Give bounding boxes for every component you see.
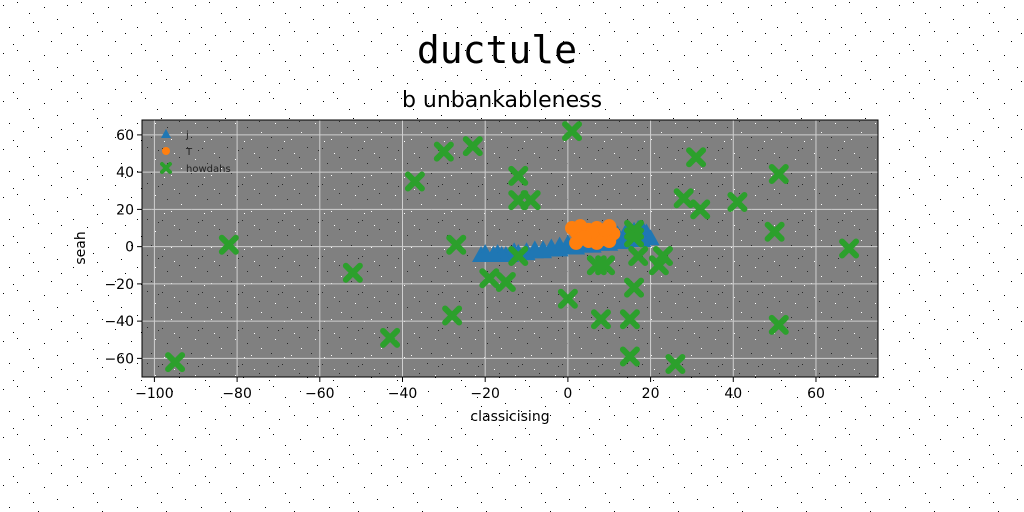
- x-point: [665, 353, 686, 374]
- x-tick-label: 40: [724, 386, 742, 402]
- series-2: [165, 121, 860, 374]
- x-point: [479, 268, 500, 289]
- x-tick-label: 20: [642, 386, 660, 402]
- x-point: [648, 255, 669, 276]
- x-tick-label: −60: [305, 386, 335, 402]
- x-point: [433, 141, 454, 162]
- y-tick-label: 40: [116, 165, 134, 181]
- legend-marker: [161, 129, 171, 138]
- chart-title: ductule: [417, 28, 577, 72]
- x-point: [839, 238, 860, 259]
- triangle-point: [476, 245, 495, 262]
- x-point: [495, 272, 516, 293]
- y-tick-label: 20: [116, 202, 134, 218]
- axes: −100 −80 −60 −40 −20 0 20 40 60 −60 −40 −20 0 20 40 60: [104, 119, 879, 402]
- x-point: [764, 221, 785, 242]
- x-point: [562, 121, 583, 142]
- y-tick-label: −60: [104, 351, 134, 367]
- x-point: [218, 234, 239, 255]
- x-point: [342, 262, 363, 283]
- x-point: [624, 277, 645, 298]
- x-point: [520, 190, 541, 211]
- x-point: [586, 255, 607, 276]
- legend-label: howdahs: [186, 164, 231, 175]
- x-point: [404, 171, 425, 192]
- x-axis-label: classicising: [470, 409, 549, 425]
- x-point: [624, 227, 645, 248]
- x-point: [462, 136, 483, 157]
- x-tick-label: 0: [563, 386, 572, 402]
- chart-subtitle: b unbankableness: [402, 88, 602, 113]
- y-tick-label: 60: [116, 128, 134, 144]
- data-marks: [165, 121, 860, 374]
- x-point: [768, 164, 789, 185]
- y-axis-label: seah: [73, 231, 89, 264]
- x-point: [619, 346, 640, 367]
- x-point: [686, 147, 707, 168]
- series-1: [565, 219, 621, 250]
- x-point: [690, 199, 711, 220]
- x-point: [446, 234, 467, 255]
- x-point: [619, 309, 640, 330]
- x-tick-label: −20: [470, 386, 500, 402]
- x-point: [380, 327, 401, 348]
- plot-frame: [141, 119, 879, 378]
- x-point: [442, 305, 463, 326]
- x-point: [557, 288, 578, 309]
- x-tick-label: −80: [222, 386, 252, 402]
- x-tick-label: −100: [135, 386, 173, 402]
- x-point: [590, 309, 611, 330]
- x-point: [165, 352, 186, 373]
- x-tick-label: −40: [388, 386, 418, 402]
- y-tick-label: 0: [125, 240, 134, 256]
- legend-label: T: [185, 147, 193, 158]
- x-point: [628, 245, 649, 266]
- x-point: [673, 188, 694, 209]
- x-point: [768, 314, 789, 335]
- x-tick-label: 60: [807, 386, 825, 402]
- legend-marker: [162, 147, 170, 155]
- circle-point: [598, 222, 613, 237]
- legend-marker: [160, 162, 172, 174]
- x-point: [508, 165, 529, 186]
- y-tick-label: −20: [104, 277, 134, 293]
- legend-label: j: [185, 130, 189, 141]
- x-point: [727, 191, 748, 212]
- x-point: [508, 245, 529, 266]
- y-tick-label: −40: [104, 314, 134, 330]
- circle-point: [577, 230, 592, 245]
